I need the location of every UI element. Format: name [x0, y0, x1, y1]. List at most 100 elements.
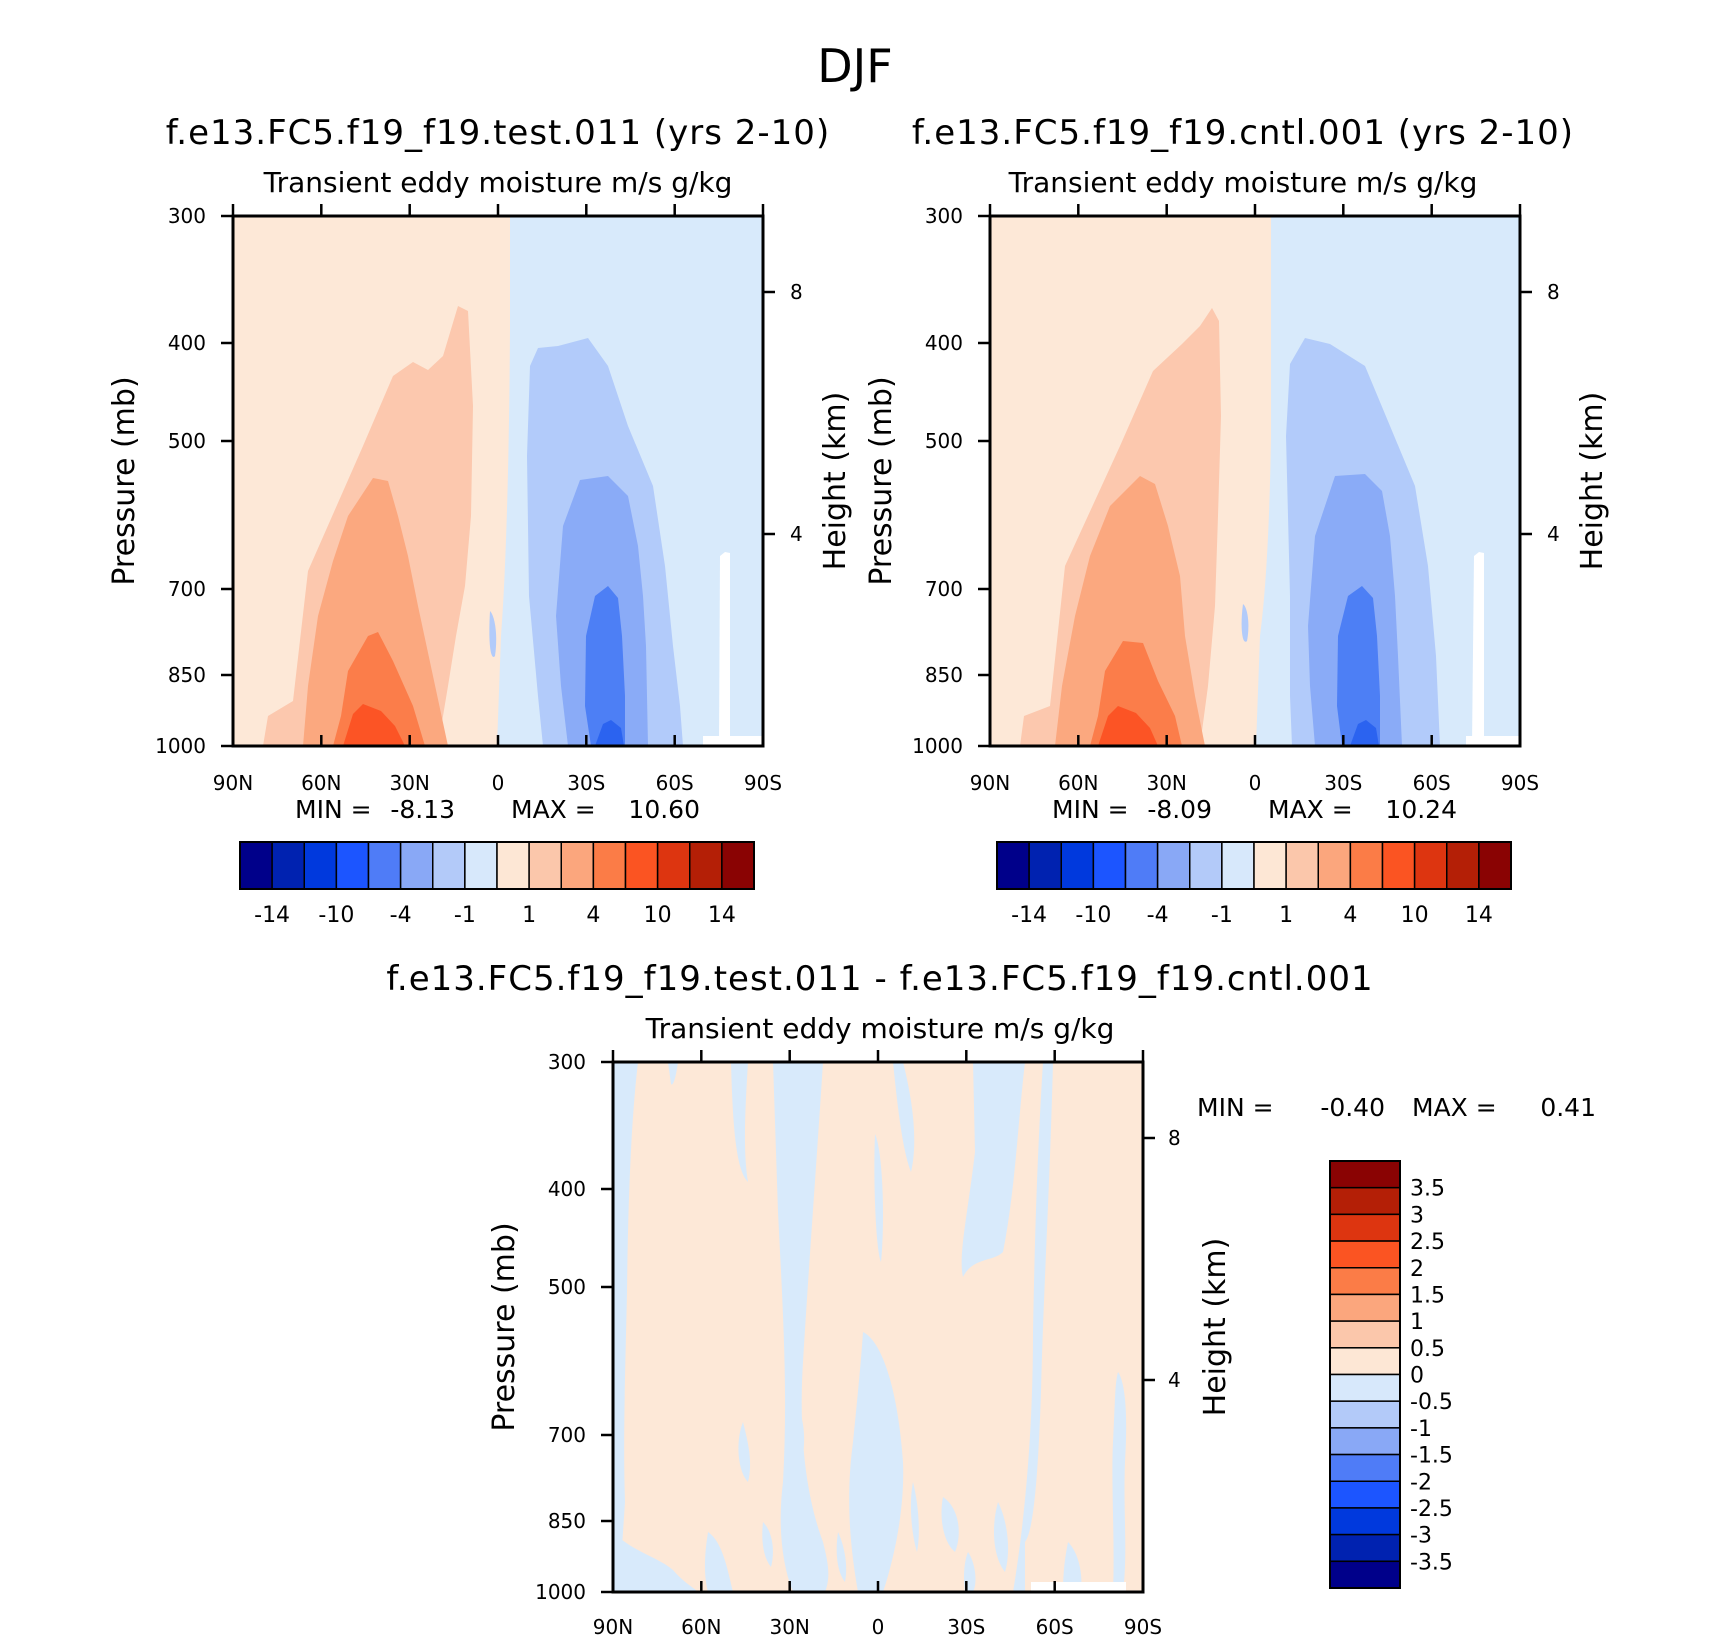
x-tick-label: 90S	[1501, 771, 1539, 795]
y-tick-label: 500	[168, 429, 206, 453]
x-axis-ticks-top	[611, 1050, 1145, 1062]
colorbar-swatch	[1329, 1453, 1401, 1482]
colorbar-tick-label: -1	[1410, 1417, 1432, 1442]
panel-title: f.e13.FC5.f19_f19.test.011 (yrs 2-10)	[166, 113, 830, 153]
max-value: 0.41	[1540, 1093, 1596, 1122]
colorbar-tick-label: 2.5	[1410, 1230, 1445, 1255]
colorbar-swatch	[1478, 841, 1512, 890]
x-axis-ticks-top	[231, 204, 765, 216]
contour-plot	[233, 216, 763, 746]
blank-corner	[1031, 1582, 1126, 1592]
colorbar-swatch	[1329, 1427, 1401, 1456]
y-right-axis-label: Height (km)	[1575, 392, 1610, 571]
colorbar-swatch	[656, 841, 691, 890]
colorbar-labels: -14 -10 -4 -1 1 4 10 14	[254, 903, 736, 928]
x-tick-label: 30S	[1324, 771, 1362, 795]
colorbar-tick-label: -14	[254, 903, 290, 928]
colorbar-tick-label: -3.5	[1410, 1550, 1453, 1575]
colorbar-labels: -14 -10 -4 -1 1 4 10 14	[1011, 903, 1493, 928]
y-axis-ticks	[978, 214, 990, 748]
x-tick-label: 90N	[593, 1615, 633, 1636]
blank-corner	[1466, 736, 1520, 746]
colorbar-swatch	[1285, 841, 1319, 890]
y-tick-label: 400	[168, 331, 206, 355]
y-right-tick-label: 8	[1547, 280, 1560, 304]
colorbar-tick-label: -1.5	[1410, 1444, 1453, 1469]
colorbar-swatch	[592, 841, 627, 890]
max-label: MAX =	[1412, 1093, 1497, 1122]
fill-neg-1-blob-b	[941, 1497, 959, 1552]
colorbar-tick-label: -10	[318, 903, 354, 928]
colorbar-swatch	[1329, 1533, 1401, 1563]
colorbar-tick-label: -0.5	[1410, 1390, 1453, 1415]
contour-plot	[613, 1062, 1143, 1592]
fill-neg-1-right-edge	[1112, 1372, 1127, 1592]
x-tick-labels: 90N 60N 30N 0 30S 60S 90S	[213, 771, 782, 795]
y-tick-label: 300	[168, 204, 206, 228]
max-value: 10.24	[1385, 795, 1457, 824]
fill-neg-5	[1350, 720, 1379, 746]
fill-neg-1-blob-d	[910, 1482, 919, 1552]
y-right-axis-label: Height (km)	[818, 392, 853, 571]
fill-pos-3	[1055, 476, 1205, 746]
y-tick-label: 700	[168, 577, 206, 601]
colorbar-tick-label: 0.5	[1410, 1337, 1445, 1362]
colorbar-swatch	[1092, 841, 1127, 890]
x-axis-ticks-bottom	[231, 735, 765, 746]
colorbar-swatch	[1329, 1507, 1401, 1536]
colorbar-swatch	[1329, 1293, 1401, 1322]
min-label: MIN =	[295, 795, 372, 824]
y-tick-labels: 300 400 500 700 850 1000	[912, 204, 963, 758]
y-right-axis-label: Height (km)	[1198, 1238, 1233, 1417]
colorbar-swatch	[1329, 1213, 1401, 1242]
panel-title: f.e13.FC5.f19_f19.cntl.001 (yrs 2-10)	[912, 113, 1574, 153]
y-tick-label: 850	[548, 1509, 586, 1533]
fill-neg-1-blob-a	[738, 1422, 751, 1482]
fill-neg-2-patch	[489, 611, 497, 657]
blank-sliver	[719, 552, 730, 746]
colorbar-tick-label: 3.5	[1410, 1177, 1445, 1202]
colorbar-tick-label: 3	[1410, 1203, 1424, 1228]
colorbar-swatch	[560, 841, 595, 890]
x-tick-label: 90N	[213, 771, 253, 795]
min-value: -8.13	[390, 795, 455, 824]
y-tick-label: 400	[925, 331, 963, 355]
max-value: 10.60	[628, 795, 700, 824]
colorbar-swatch	[1189, 841, 1223, 890]
colorbar-tick-label: 0	[1410, 1364, 1424, 1389]
min-value: -0.40	[1320, 1093, 1385, 1122]
colorbar-swatch	[1349, 841, 1384, 890]
fill-neg-1-band-c	[893, 1062, 915, 1172]
fill-neg-1-blob-f	[762, 1522, 773, 1567]
y-right-tick-label: 4	[1168, 1368, 1181, 1392]
colorbar-swatch	[1329, 1267, 1401, 1296]
colorbar-tick-label: 14	[1465, 903, 1493, 928]
colorbar-swatch	[239, 841, 273, 890]
y-tick-labels: 300 400 500 700 850 1000	[155, 204, 206, 758]
fill-pos-5	[343, 704, 405, 746]
colorbar-swatch	[271, 841, 305, 890]
x-tick-label: 90N	[970, 771, 1010, 795]
panel-difference: f.e13.FC5.f19_f19.test.011 - f.e13.FC5.f…	[386, 959, 1596, 1636]
blank-sliver	[1472, 552, 1484, 746]
colorbar-swatch	[1329, 1560, 1401, 1589]
fill-neg-4	[585, 586, 625, 746]
x-tick-label: 30N	[769, 1615, 809, 1636]
x-tick-label: 0	[1249, 771, 1262, 795]
y-right-tick-label: 8	[1168, 1126, 1181, 1150]
panel-subtitle: Transient eddy moisture m/s g/kg	[1008, 166, 1478, 199]
fill-neg-5	[595, 720, 624, 746]
colorbar-swatch	[1413, 841, 1448, 890]
x-tick-label: 0	[492, 771, 505, 795]
x-tick-label: 60S	[1036, 1615, 1074, 1636]
colorbar-tick-label: -4	[390, 903, 412, 928]
x-tick-label: 30S	[567, 771, 605, 795]
fill-neg-1-band-a	[731, 1062, 748, 1182]
fill-neg-1-blob-e	[836, 1532, 847, 1582]
x-tick-label: 60N	[301, 771, 341, 795]
fill-neg-1-band-g	[1013, 1062, 1053, 1592]
colorbar-tick-label: -2.5	[1410, 1497, 1453, 1522]
colorbar-tick-label: -14	[1011, 903, 1047, 928]
colorbar-tick-label: 1	[1410, 1310, 1424, 1335]
panel-test: f.e13.FC5.f19_f19.test.011 (yrs 2-10) Tr…	[107, 113, 853, 928]
